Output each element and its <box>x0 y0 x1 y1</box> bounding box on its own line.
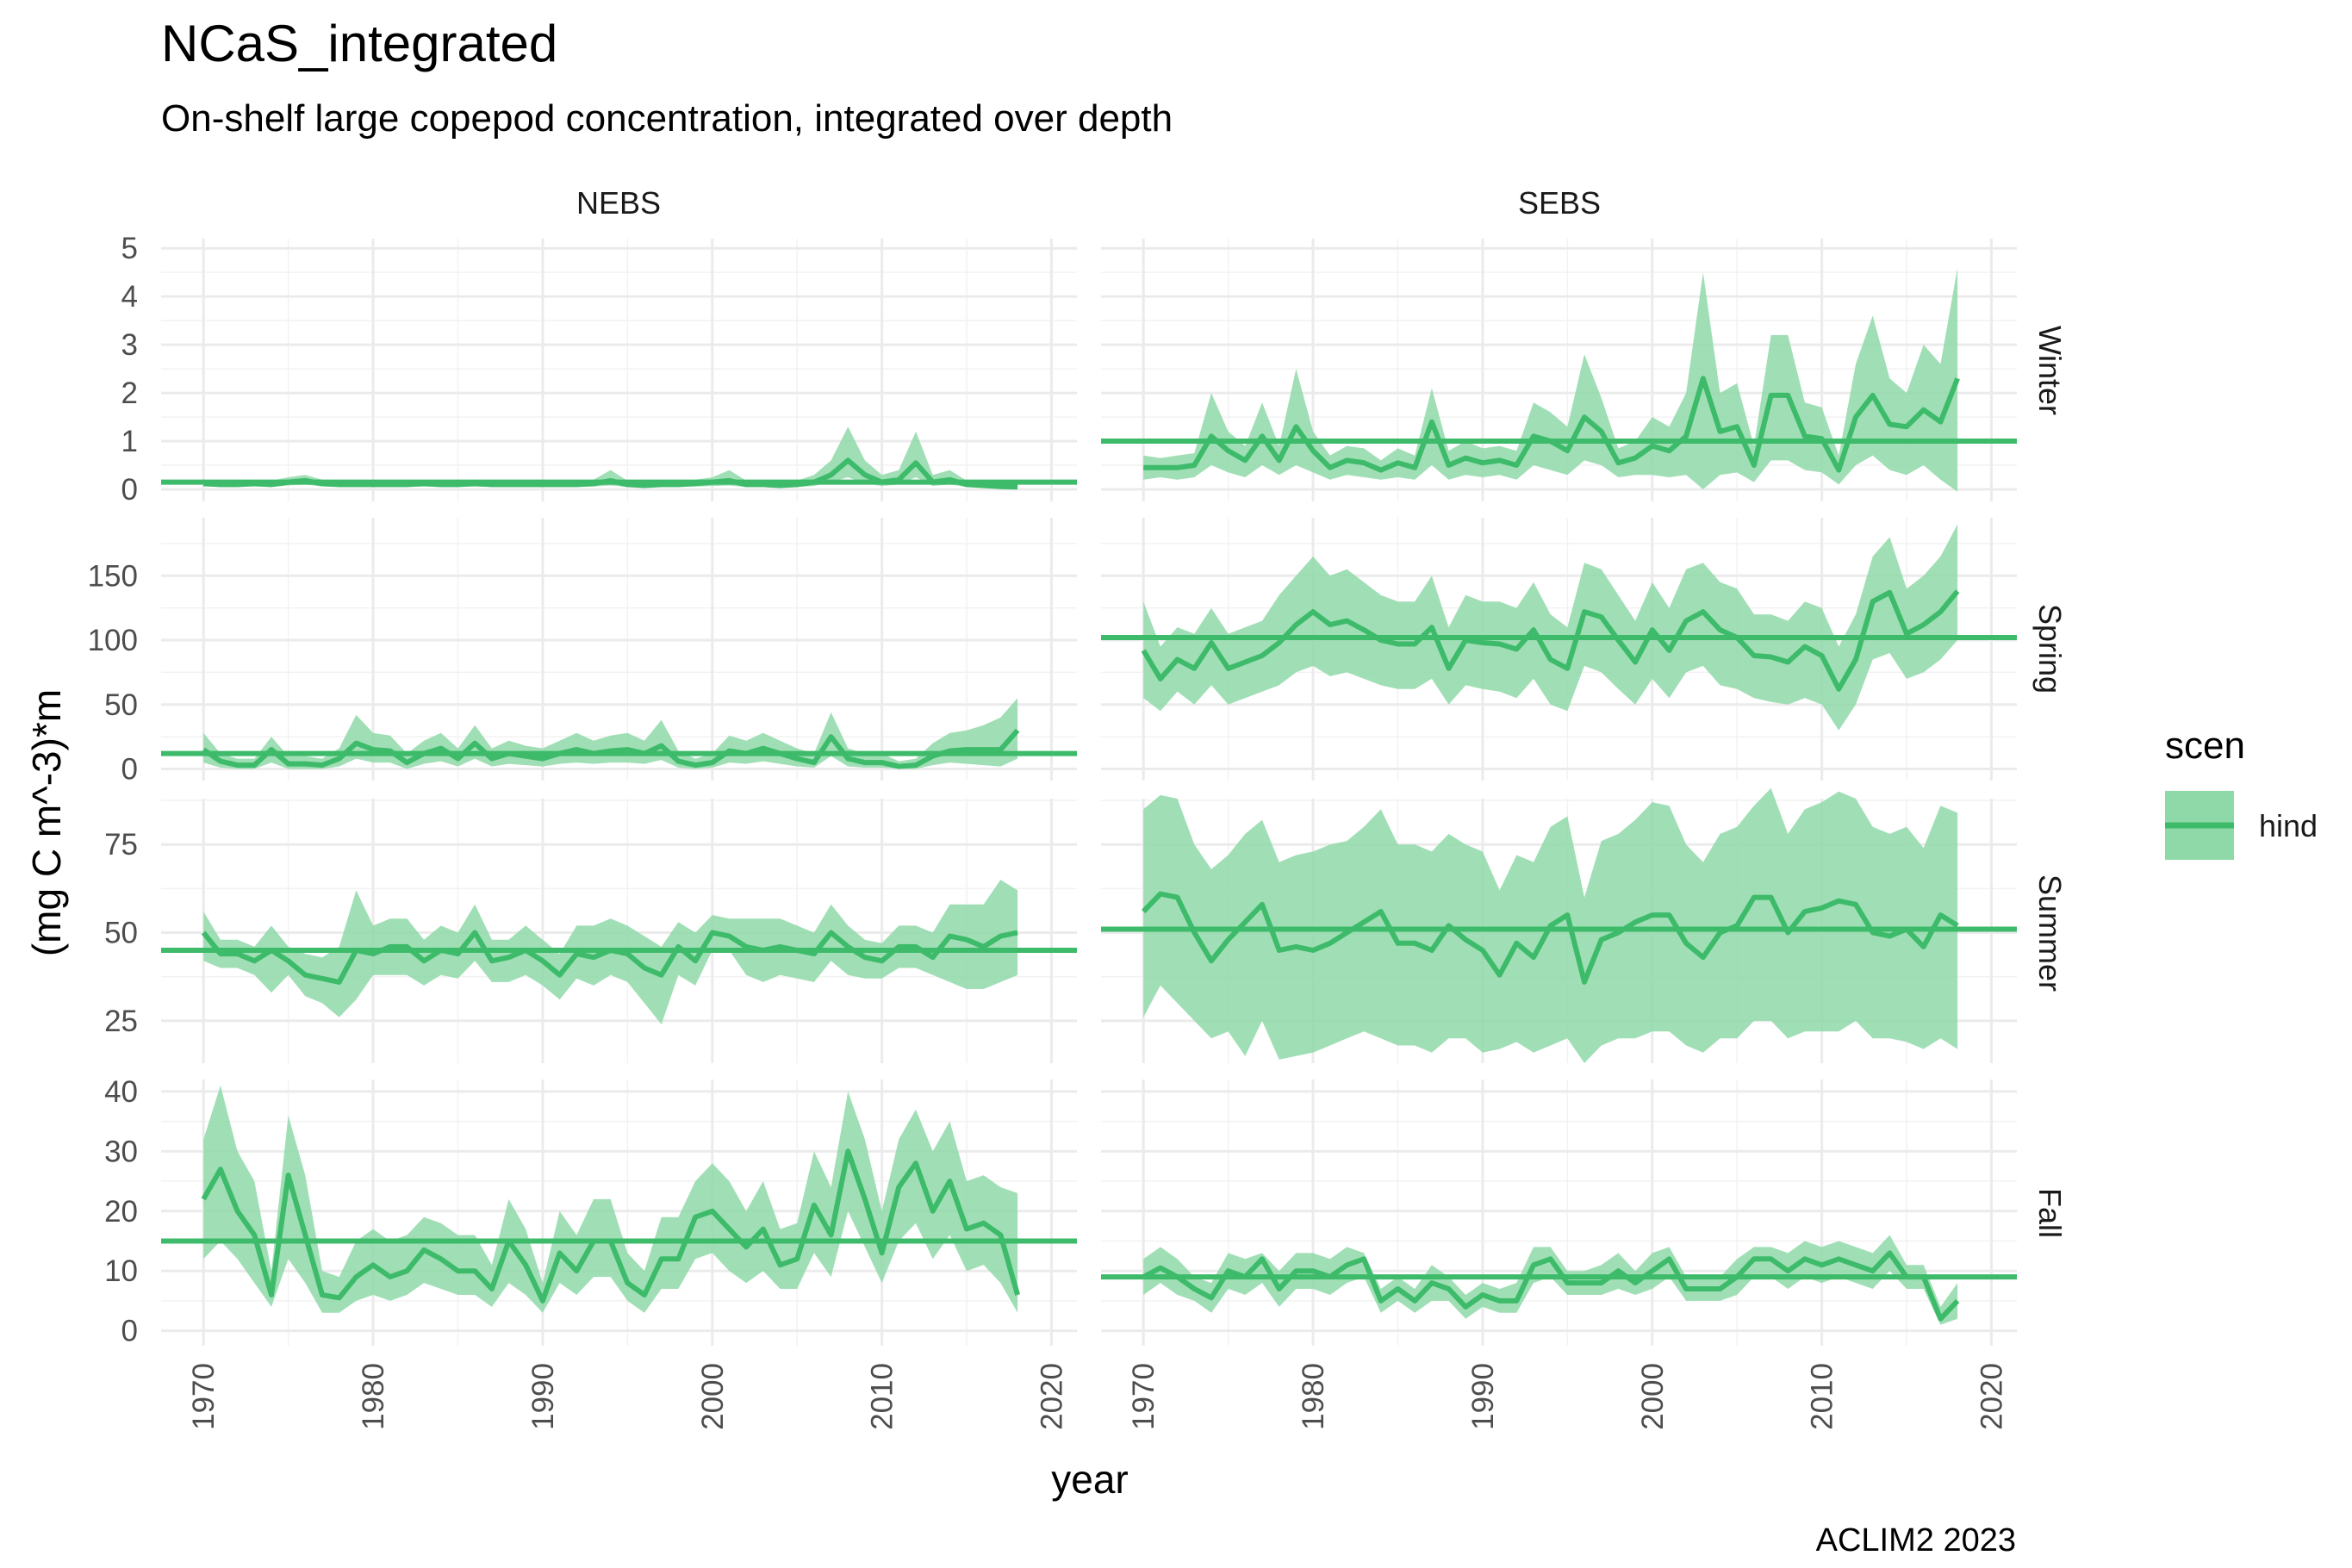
y-tick-label: 30 <box>104 1135 138 1168</box>
series-line-nebs-spring <box>202 728 1020 769</box>
x-tick-label: 1970 <box>1127 1363 1160 1430</box>
x-tick-label: 2000 <box>1636 1363 1670 1430</box>
panel-nebs-winter: 0 1 2 3 4 5 <box>121 232 1077 507</box>
x-tick-label: 2010 <box>866 1363 899 1430</box>
y-tick-label: 0 <box>121 1315 138 1348</box>
strip-label-winter: Winter <box>2032 326 2068 415</box>
y-tick-label: 150 <box>88 559 138 593</box>
series-line-nebs-fall <box>201 1148 1020 1304</box>
series-line-sebs-winter <box>1143 376 1960 473</box>
strip-label-summer: Summer <box>2032 874 2068 992</box>
strip-label-spring: Spring <box>2032 604 2068 694</box>
series-line-sebs-fall <box>1142 1250 1960 1322</box>
y-tick-label: 5 <box>121 232 138 265</box>
range-band-sebs-winter <box>1143 267 1958 492</box>
legend-label-hind: hind <box>2259 808 2318 843</box>
panel-nebs-spring: 0 50 100 150 <box>88 518 1077 787</box>
legend: scen hind <box>2165 725 2318 860</box>
y-tick-label: 0 <box>121 473 138 507</box>
chart-subtitle: On-shelf large copepod concentration, in… <box>161 97 1173 140</box>
panel-sebs-spring <box>1101 518 2017 781</box>
x-tick-label: 2010 <box>1806 1363 1839 1430</box>
y-tick-label: 20 <box>104 1195 138 1229</box>
range-band-sebs-spring <box>1143 524 1958 731</box>
series-line-sebs-spring <box>1141 589 1960 692</box>
y-tick-label: 4 <box>121 280 138 314</box>
x-tick-label: 2000 <box>696 1363 730 1430</box>
x-tick-label: 1980 <box>1297 1363 1330 1430</box>
y-tick-label: 40 <box>104 1075 138 1109</box>
series-line-nebs-summer <box>201 930 1018 985</box>
strip-label-nebs: NEBS <box>576 185 661 221</box>
y-tick-label: 10 <box>104 1254 138 1288</box>
y-tick-label: 0 <box>121 753 138 787</box>
range-band-nebs-fall <box>203 1085 1018 1313</box>
x-tick-label: 1970 <box>187 1363 221 1430</box>
chart-title: NCaS_integrated <box>161 15 557 72</box>
panel-sebs-winter <box>1101 239 2017 501</box>
y-tick-label: 50 <box>104 917 138 950</box>
y-tick-label: 3 <box>121 328 138 362</box>
x-tick-label: 1980 <box>357 1363 390 1430</box>
panel-nebs-summer: 25 50 75 <box>104 799 1077 1063</box>
y-tick-label: 25 <box>104 1005 138 1038</box>
y-tick-label: 1 <box>121 425 138 458</box>
panel-sebs-fall: 1970 1980 1990 2000 2010 2020 <box>1101 1080 2017 1430</box>
series-line-nebs-winter <box>203 457 1018 490</box>
x-tick-label: 2020 <box>1035 1363 1068 1430</box>
y-tick-label: 75 <box>104 828 138 862</box>
x-tick-label: 2020 <box>1975 1363 2008 1430</box>
y-tick-label: 2 <box>121 376 138 410</box>
strip-label-fall: Fall <box>2032 1188 2068 1238</box>
x-tick-label: 1990 <box>1466 1363 1500 1430</box>
chart-caption: ACLIM2 2023 <box>1816 1522 2016 1559</box>
y-axis-title: (mg C m^-3)*m <box>24 689 69 956</box>
panel-nebs-fall: 0 10 20 30 40 1970 1980 1990 2000 2010 2020 <box>104 1075 1077 1430</box>
y-tick-label: 50 <box>104 688 138 722</box>
range-band-sebs-fall <box>1143 1235 1958 1325</box>
panel-sebs-summer <box>1101 787 2017 1063</box>
y-tick-label: 100 <box>88 624 138 657</box>
strip-label-sebs: SEBS <box>1518 185 1601 221</box>
x-tick-label: 1990 <box>526 1363 560 1430</box>
x-axis-title: year <box>1051 1457 1128 1502</box>
legend-title: scen <box>2165 725 2245 767</box>
series-line-sebs-summer <box>1142 891 1959 985</box>
range-band-nebs-spring <box>203 698 1018 769</box>
